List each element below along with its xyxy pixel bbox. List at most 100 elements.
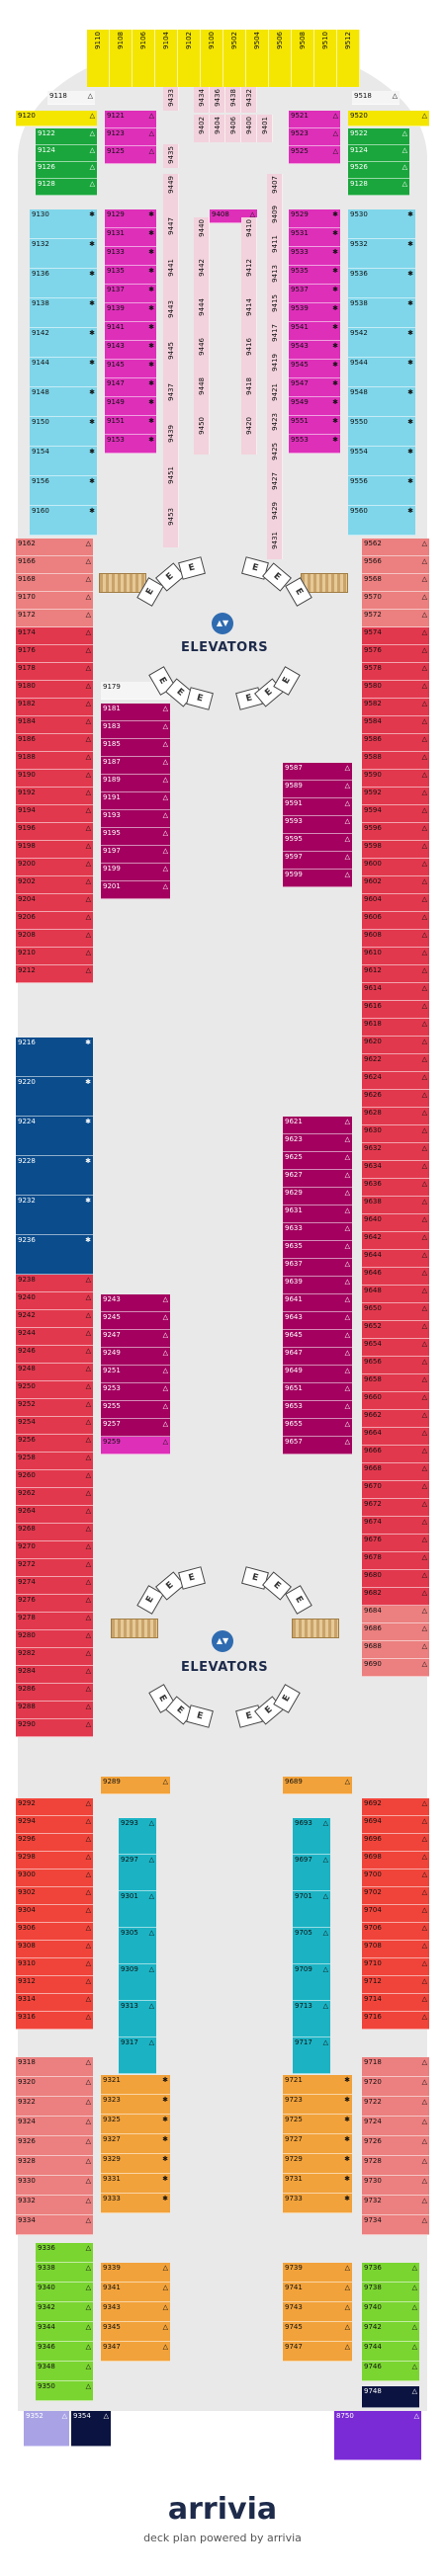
- cabin-9572[interactable]: 9572 △: [362, 610, 429, 627]
- cabin-9641[interactable]: 9641 △: [283, 1294, 352, 1312]
- cabin-9132[interactable]: 9132 ✱: [30, 239, 97, 269]
- cabin-9654[interactable]: 9654 △: [362, 1339, 429, 1357]
- cabin-9286[interactable]: 9286 △: [16, 1684, 93, 1702]
- cabin-9684[interactable]: 9684 △: [362, 1606, 429, 1623]
- cabin-9672[interactable]: 9672 △: [362, 1499, 429, 1517]
- cabin-9634[interactable]: 9634 △: [362, 1161, 429, 1179]
- cabin-9441[interactable]: 9441: [163, 257, 179, 298]
- cabin-9702[interactable]: 9702 △: [362, 1887, 429, 1905]
- cabin-9290[interactable]: 9290 △: [16, 1719, 93, 1737]
- cabin-9518[interactable]: 9518 △: [352, 91, 400, 105]
- cabin-9278[interactable]: 9278 △: [16, 1613, 93, 1630]
- cabin-9608[interactable]: 9608 △: [362, 930, 429, 948]
- cabin-9535[interactable]: 9535 ✱: [289, 266, 340, 285]
- cabin-9432[interactable]: 9432: [241, 87, 257, 113]
- cabin-9618[interactable]: 9618 △: [362, 1019, 429, 1037]
- cabin-9220[interactable]: 9220 ✱: [16, 1077, 93, 1117]
- cabin-9149[interactable]: 9149 ✱: [105, 397, 156, 416]
- cabin-9129[interactable]: 9129 ✱: [105, 209, 156, 228]
- cabin-9174[interactable]: 9174 △: [16, 627, 93, 645]
- cabin-9520[interactable]: 9520 △: [348, 111, 429, 126]
- cabin-9411[interactable]: 9411: [267, 233, 283, 263]
- cabin-9318[interactable]: 9318 △: [16, 2057, 93, 2077]
- cabin-9449[interactable]: 9449: [163, 174, 179, 215]
- cabin-9429[interactable]: 9429: [267, 500, 283, 530]
- cabin-9562[interactable]: 9562 △: [362, 539, 429, 556]
- cabin-9162[interactable]: 9162 △: [16, 539, 93, 556]
- cabin-9244[interactable]: 9244 △: [16, 1328, 93, 1346]
- cabin-9743[interactable]: 9743 △: [283, 2302, 352, 2322]
- cabin-9676[interactable]: 9676 △: [362, 1535, 429, 1552]
- cabin-9434[interactable]: 9434: [194, 87, 210, 113]
- cabin-9126[interactable]: 9126 △: [36, 162, 97, 179]
- cabin-9323[interactable]: 9323 ✱: [101, 2095, 170, 2115]
- cabin-9445[interactable]: 9445: [163, 340, 179, 381]
- cabin-9314[interactable]: 9314 △: [16, 1994, 93, 2012]
- cabin-9647[interactable]: 9647 △: [283, 1348, 352, 1366]
- cabin-9662[interactable]: 9662 △: [362, 1410, 429, 1428]
- cabin-9622[interactable]: 9622 △: [362, 1054, 429, 1072]
- cabin-9689[interactable]: 9689 △: [283, 1777, 352, 1794]
- cabin-9644[interactable]: 9644 △: [362, 1250, 429, 1268]
- cabin-9682[interactable]: 9682 △: [362, 1588, 429, 1606]
- cabin-9187[interactable]: 9187 △: [101, 757, 170, 775]
- cabin-9646[interactable]: 9646 △: [362, 1268, 429, 1286]
- cabin-9313[interactable]: 9313 △: [119, 2001, 156, 2037]
- cabin-9582[interactable]: 9582 △: [362, 699, 429, 716]
- cabin-9593[interactable]: 9593 △: [283, 816, 352, 834]
- cabin-9626[interactable]: 9626 △: [362, 1090, 429, 1108]
- cabin-9740[interactable]: 9740 △: [362, 2302, 419, 2322]
- cabin-9709[interactable]: 9709 △: [293, 1964, 330, 2001]
- cabin-9245[interactable]: 9245 △: [101, 1312, 170, 1330]
- cabin-9141[interactable]: 9141 ✱: [105, 322, 156, 341]
- cabin-9652[interactable]: 9652 △: [362, 1321, 429, 1339]
- cabin-9729[interactable]: 9729 ✱: [283, 2154, 352, 2174]
- cabin-9668[interactable]: 9668 △: [362, 1463, 429, 1481]
- cabin-9741[interactable]: 9741 △: [283, 2283, 352, 2302]
- cabin-9625[interactable]: 9625 △: [283, 1152, 352, 1170]
- cabin-9208[interactable]: 9208 △: [16, 930, 93, 948]
- cabin-9614[interactable]: 9614 △: [362, 983, 429, 1001]
- cabin-9170[interactable]: 9170 △: [16, 592, 93, 610]
- cabin-9124[interactable]: 9124 △: [348, 145, 409, 162]
- cabin-9522[interactable]: 9522 △: [348, 128, 409, 145]
- cabin-9292[interactable]: 9292 △: [16, 1798, 93, 1816]
- cabin-9536[interactable]: 9536 ✱: [348, 269, 415, 298]
- cabin-9342[interactable]: 9342 △: [36, 2302, 93, 2322]
- cabin-9590[interactable]: 9590 △: [362, 770, 429, 788]
- cabin-9340[interactable]: 9340 △: [36, 2283, 93, 2302]
- cabin-9447[interactable]: 9447: [163, 215, 179, 257]
- cabin-9436[interactable]: 9436: [210, 87, 225, 113]
- cabin-9138[interactable]: 9138 ✱: [30, 298, 97, 328]
- cabin-9655[interactable]: 9655 △: [283, 1419, 352, 1437]
- cabin-9623[interactable]: 9623 △: [283, 1134, 352, 1152]
- cabin-9738[interactable]: 9738 △: [362, 2283, 419, 2302]
- cabin-9427[interactable]: 9427: [267, 470, 283, 500]
- cabin-9642[interactable]: 9642 △: [362, 1232, 429, 1250]
- cabin-9176[interactable]: 9176 △: [16, 645, 93, 663]
- cabin-9416[interactable]: 9416: [241, 336, 257, 375]
- cabin-9602[interactable]: 9602 △: [362, 876, 429, 894]
- cabin-9168[interactable]: 9168 △: [16, 574, 93, 592]
- cabin-9236[interactable]: 9236 ✱: [16, 1235, 93, 1275]
- cabin-9658[interactable]: 9658 △: [362, 1374, 429, 1392]
- cabin-9242[interactable]: 9242 △: [16, 1310, 93, 1328]
- cabin-9195[interactable]: 9195 △: [101, 828, 170, 846]
- cabin-9746[interactable]: 9746 △: [362, 2362, 419, 2381]
- cabin-9121[interactable]: 9121 △: [105, 111, 156, 128]
- cabin-9352[interactable]: 9352 △: [24, 2411, 69, 2447]
- cabin-9336[interactable]: 9336 △: [36, 2243, 93, 2263]
- cabin-9692[interactable]: 9692 △: [362, 1798, 429, 1816]
- cabin-9329[interactable]: 9329 ✱: [101, 2154, 170, 2174]
- cabin-9124[interactable]: 9124 △: [36, 145, 97, 162]
- cabin-9725[interactable]: 9725 ✱: [283, 2115, 352, 2134]
- cabin-9212[interactable]: 9212 △: [16, 965, 93, 983]
- cabin-9189[interactable]: 9189 △: [101, 775, 170, 792]
- cabin-9680[interactable]: 9680 △: [362, 1570, 429, 1588]
- cabin-9596[interactable]: 9596 △: [362, 823, 429, 841]
- cabin-9636[interactable]: 9636 △: [362, 1179, 429, 1197]
- cabin-9616[interactable]: 9616 △: [362, 1001, 429, 1019]
- cabin-9120[interactable]: 9120 △: [16, 111, 97, 126]
- cabin-9523[interactable]: 9523 △: [289, 128, 340, 146]
- cabin-9554[interactable]: 9554 ✱: [348, 447, 415, 476]
